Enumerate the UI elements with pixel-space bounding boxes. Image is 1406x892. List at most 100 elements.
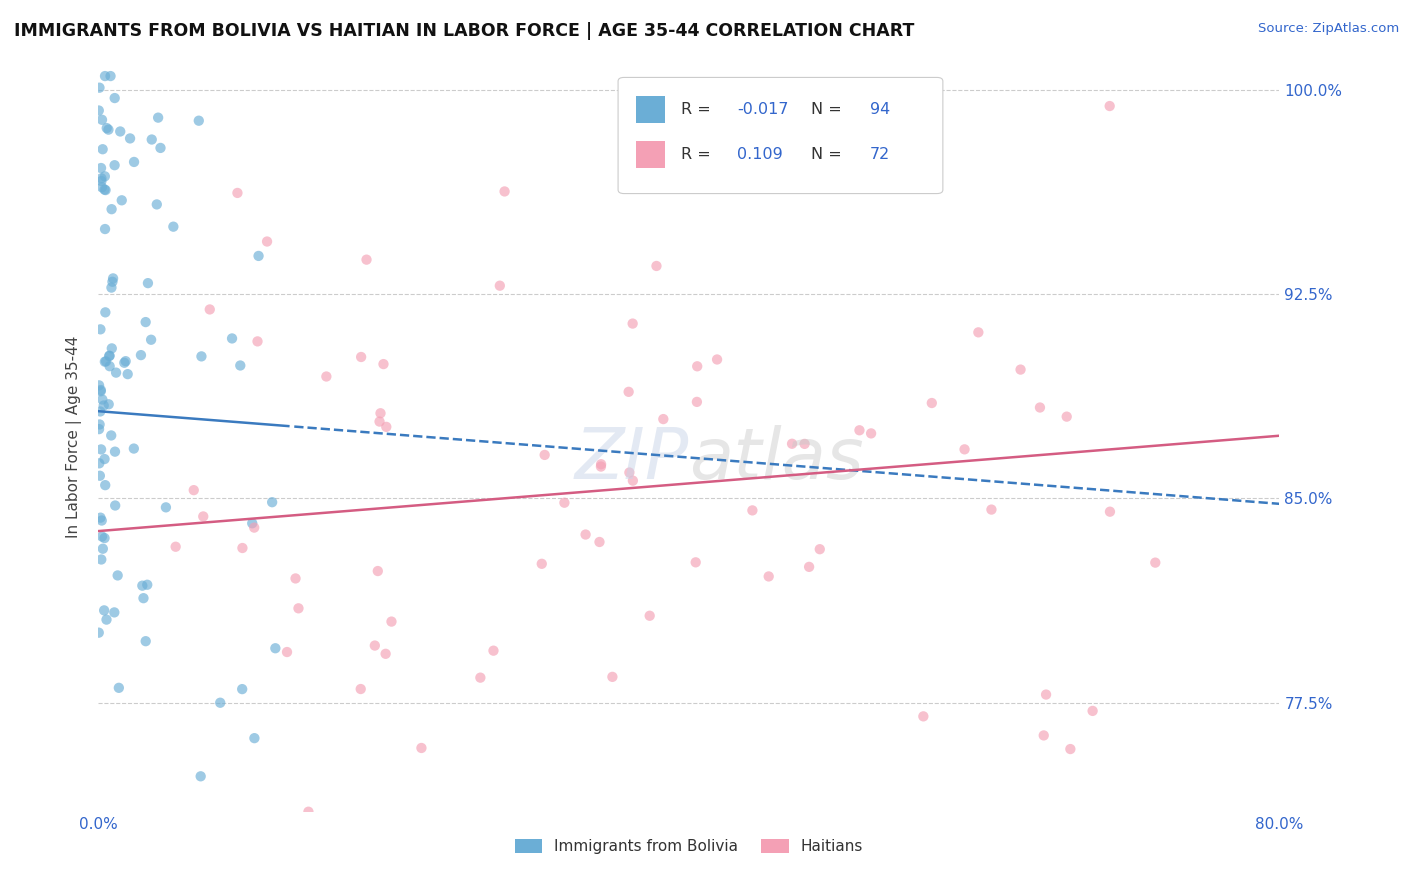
Point bbox=[686, 395, 709, 409]
Point bbox=[287, 601, 309, 615]
Point bbox=[231, 541, 253, 555]
Point bbox=[247, 249, 270, 263]
Point bbox=[370, 406, 392, 420]
Point bbox=[90, 384, 112, 399]
Point bbox=[91, 541, 114, 556]
Point bbox=[89, 322, 111, 336]
Point bbox=[111, 194, 134, 208]
Point bbox=[240, 516, 263, 531]
Point bbox=[94, 305, 117, 319]
Point bbox=[90, 514, 112, 528]
Point bbox=[91, 180, 114, 194]
Point bbox=[104, 91, 127, 105]
Point bbox=[94, 69, 117, 83]
Point bbox=[87, 378, 110, 392]
Point bbox=[101, 275, 124, 289]
Point bbox=[533, 448, 555, 462]
Point bbox=[91, 530, 114, 544]
Point bbox=[226, 186, 249, 200]
Point bbox=[276, 645, 298, 659]
Point bbox=[980, 502, 1002, 516]
Point bbox=[139, 333, 162, 347]
Point bbox=[97, 397, 120, 411]
Point bbox=[246, 334, 269, 349]
Point bbox=[146, 111, 169, 125]
Point bbox=[1081, 704, 1104, 718]
Point bbox=[912, 709, 935, 723]
Point bbox=[953, 442, 976, 457]
Point bbox=[243, 520, 266, 534]
Y-axis label: In Labor Force | Age 35-44: In Labor Force | Age 35-44 bbox=[66, 336, 83, 538]
Point bbox=[90, 552, 112, 566]
Point bbox=[967, 326, 990, 340]
Point bbox=[91, 392, 114, 407]
Point bbox=[350, 681, 373, 696]
Point bbox=[589, 459, 612, 474]
Point bbox=[105, 366, 128, 380]
Point bbox=[100, 428, 122, 442]
Point bbox=[373, 357, 395, 371]
Point bbox=[93, 183, 115, 197]
Point bbox=[155, 500, 177, 515]
Point bbox=[122, 155, 145, 169]
Point bbox=[101, 271, 124, 285]
Point bbox=[494, 185, 516, 199]
Point bbox=[94, 354, 117, 368]
Point bbox=[165, 540, 187, 554]
Point bbox=[284, 571, 307, 585]
Point bbox=[96, 121, 118, 136]
Point bbox=[262, 495, 284, 509]
Point bbox=[104, 158, 127, 172]
Point bbox=[136, 276, 159, 290]
FancyBboxPatch shape bbox=[636, 96, 665, 123]
Point bbox=[104, 444, 127, 458]
Point bbox=[93, 603, 115, 617]
FancyBboxPatch shape bbox=[619, 78, 943, 194]
Point bbox=[793, 437, 815, 451]
Point bbox=[89, 80, 111, 95]
Point bbox=[1010, 362, 1032, 376]
Text: 94: 94 bbox=[870, 103, 890, 117]
Point bbox=[122, 442, 145, 456]
Point bbox=[87, 625, 110, 640]
Text: N =: N = bbox=[811, 103, 841, 117]
Point bbox=[90, 442, 112, 457]
Point bbox=[645, 259, 668, 273]
Point bbox=[374, 647, 396, 661]
Point bbox=[482, 643, 505, 657]
Point bbox=[100, 69, 122, 83]
Point bbox=[375, 420, 398, 434]
Point bbox=[1035, 688, 1057, 702]
Point bbox=[94, 183, 117, 197]
Text: R =: R = bbox=[681, 103, 710, 117]
Point bbox=[617, 384, 640, 399]
Point bbox=[621, 474, 644, 488]
Point bbox=[108, 681, 131, 695]
Point bbox=[146, 197, 169, 211]
Point bbox=[621, 317, 644, 331]
Point bbox=[112, 356, 135, 370]
Point bbox=[488, 278, 510, 293]
Text: N =: N = bbox=[811, 147, 841, 162]
Point bbox=[198, 302, 221, 317]
Point bbox=[141, 132, 163, 146]
Point bbox=[380, 615, 402, 629]
Point bbox=[94, 354, 117, 368]
Point bbox=[243, 731, 266, 746]
Point bbox=[190, 350, 212, 364]
Text: 0.109: 0.109 bbox=[737, 147, 783, 162]
Point bbox=[94, 169, 117, 184]
Text: -0.017: -0.017 bbox=[737, 103, 789, 117]
Point bbox=[98, 359, 121, 374]
Point bbox=[135, 315, 157, 329]
Point bbox=[193, 509, 215, 524]
Point bbox=[93, 452, 115, 467]
Legend: Immigrants from Bolivia, Haitians: Immigrants from Bolivia, Haitians bbox=[509, 833, 869, 860]
Point bbox=[860, 426, 883, 441]
Point bbox=[100, 280, 122, 294]
Point bbox=[94, 222, 117, 236]
Point bbox=[97, 122, 120, 136]
Text: 72: 72 bbox=[870, 147, 890, 162]
Point bbox=[530, 557, 553, 571]
Point bbox=[685, 555, 707, 569]
